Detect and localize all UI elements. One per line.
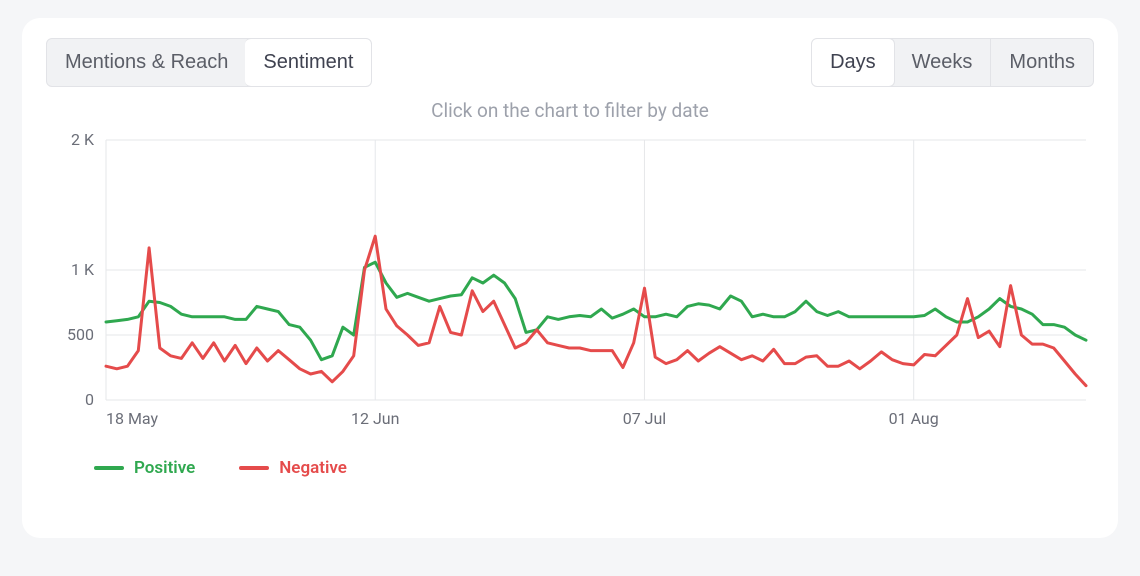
legend-item-negative: Negative [239,458,347,478]
legend-swatch-positive [94,466,124,470]
sentiment-chart[interactable]: 0 500 1 K 2 K 18 May 12 Jun 07 Jul 01 Aug [46,134,1094,434]
tab-mentions-reach[interactable]: Mentions & Reach [47,39,246,86]
svg-text:2 K: 2 K [71,134,95,149]
legend-item-positive: Positive [94,458,195,478]
tab-weeks[interactable]: Weeks [894,39,991,86]
svg-text:07 Jul: 07 Jul [623,409,667,428]
chart-legend: Positive Negative [46,458,1094,478]
legend-label-positive: Positive [134,458,195,478]
chart-hint: Click on the chart to filter by date [46,99,1094,122]
tab-months[interactable]: Months [990,39,1093,86]
analytics-card: Mentions & Reach Sentiment Days Weeks Mo… [22,18,1118,538]
svg-text:12 Jun: 12 Jun [351,409,399,428]
tab-days[interactable]: Days [811,38,895,87]
metric-tab-group: Mentions & Reach Sentiment [46,38,372,87]
legend-label-negative: Negative [279,458,347,478]
svg-text:500: 500 [67,325,94,344]
svg-text:1 K: 1 K [71,260,95,279]
svg-text:01 Aug: 01 Aug [889,409,939,428]
svg-text:18 May: 18 May [106,409,159,428]
toolbar: Mentions & Reach Sentiment Days Weeks Mo… [46,38,1094,87]
svg-text:0: 0 [85,390,94,409]
legend-swatch-negative [239,466,269,470]
granularity-tab-group: Days Weeks Months [811,38,1094,87]
tab-sentiment[interactable]: Sentiment [245,38,372,87]
